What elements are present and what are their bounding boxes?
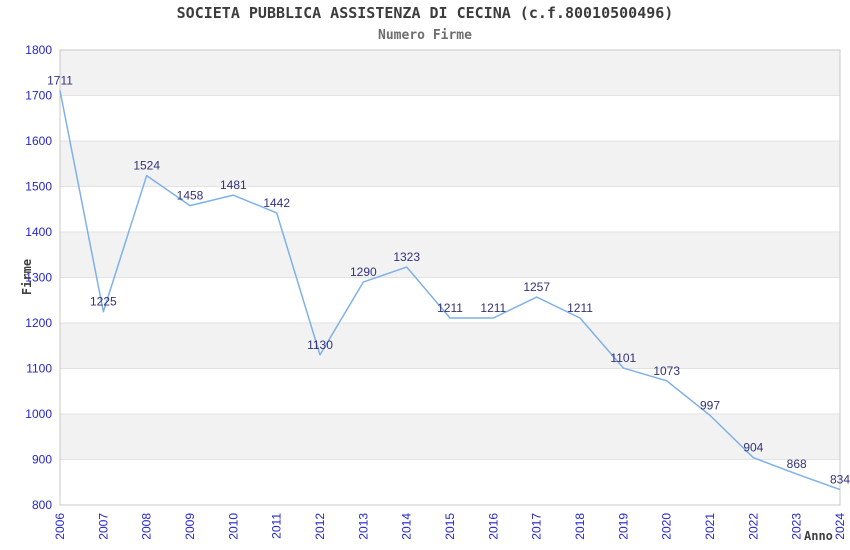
y-tick-label: 1300 [25,271,52,285]
x-tick-label: 2023 [790,513,804,540]
x-tick-label: 2014 [400,513,414,540]
x-tick-label: 2018 [573,513,587,540]
y-axis-title: Firme [20,258,34,296]
data-point-label: 1073 [653,364,680,378]
data-line [59,90,841,491]
data-point-label: 1211 [480,301,506,315]
x-tick-label: 2010 [226,513,240,540]
data-point-label: 1481 [220,178,247,192]
x-tick-label: 2016 [486,513,500,540]
y-tick-label: 1200 [25,316,52,330]
y-tick-label: 1500 [25,180,52,194]
data-point-label: 1711 [47,73,73,87]
plot-band [60,186,840,232]
data-point-label: 1225 [90,295,117,309]
plot-border [59,49,841,506]
x-tick-label: 2012 [313,513,327,540]
y-tick-label: 1600 [25,134,52,148]
plot-band [60,141,840,187]
plot-band [60,323,840,369]
plot-band [60,459,840,505]
x-tick-label: 2022 [746,513,760,540]
y-tick-label: 1000 [25,407,52,421]
x-tick-label: 2013 [356,513,370,540]
x-tick-label: 2007 [96,513,110,540]
data-point-label: 1442 [263,196,290,210]
y-tick-label: 1800 [25,43,52,57]
x-tick-label: 2019 [616,513,630,540]
plot-band [60,368,840,414]
x-tick-label: 2017 [530,513,544,540]
data-point-label: 1290 [350,265,377,279]
data-point-label: 1524 [133,159,160,173]
chart-title: SOCIETA PUBBLICA ASSISTENZA DI CECINA (c… [176,4,674,22]
plot-band [60,50,840,96]
y-tick-label: 1700 [25,89,52,103]
plot-band [60,95,840,141]
data-point-label: 997 [700,398,720,412]
data-point-label: 1101 [610,351,636,365]
y-tick-label: 1400 [25,225,52,239]
data-point-label: 1211 [567,301,593,315]
data-point-label: 1323 [393,250,420,264]
data-point-label: 834 [830,473,850,487]
y-tick-label: 1100 [26,362,52,376]
y-tick-label: 900 [32,453,52,467]
data-point-label: 1257 [523,280,550,294]
plot-band [60,414,840,460]
data-point-label: 1130 [307,338,333,352]
chart-subtitle: Numero Firme [378,28,472,43]
plot-band [60,232,840,278]
x-tick-label: 2024 [833,513,847,540]
data-point-label: 1211 [437,301,463,315]
data-point-label: 1458 [177,189,204,203]
x-tick-label: 2006 [53,513,67,540]
x-tick-label: 2021 [703,513,717,540]
data-point-label: 868 [787,457,807,471]
x-tick-label: 2020 [660,513,674,540]
x-tick-label: 2008 [140,513,154,540]
x-tick-label: 2011 [270,513,284,539]
data-point-label: 904 [743,441,763,455]
x-axis-title: Anno [804,529,833,543]
y-tick-label: 800 [32,498,52,512]
x-tick-label: 2015 [443,513,457,540]
plot-band [60,277,840,323]
x-tick-label: 2009 [183,513,197,540]
